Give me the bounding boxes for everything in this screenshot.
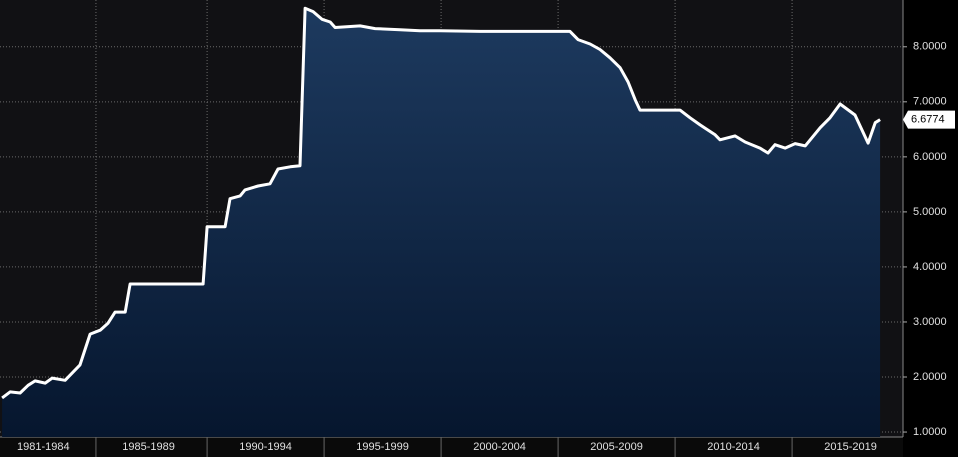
y-tick-label: 7.0000 bbox=[913, 96, 947, 108]
y-tick-label: 6.0000 bbox=[913, 151, 947, 163]
last-value-box bbox=[903, 110, 955, 129]
y-tick-label: 2.0000 bbox=[913, 371, 947, 383]
line bbox=[1, 6, 881, 400]
x-tick-label: 2005-2009 bbox=[590, 441, 643, 453]
y-tick-label: 1.0000 bbox=[913, 426, 947, 438]
y-tick-label: 3.0000 bbox=[913, 316, 947, 328]
x-axis-band bbox=[0, 437, 903, 457]
x-tick-label: 1995-1999 bbox=[356, 441, 409, 453]
x-tick-label: 1981-1984 bbox=[17, 441, 70, 453]
y-tick-label: 5.0000 bbox=[913, 206, 947, 218]
x-tick-label: 2010-2014 bbox=[707, 441, 760, 453]
area bbox=[2, 8, 881, 438]
x-tick-label: 2000-2004 bbox=[473, 441, 526, 453]
y-tick-label: 8.0000 bbox=[913, 41, 947, 53]
y-tick-label: 4.0000 bbox=[913, 261, 947, 273]
x-tick-label: 2015-2019 bbox=[824, 441, 877, 453]
x-tick-label: 1985-1989 bbox=[122, 441, 175, 453]
x-tick-label: 1990-1994 bbox=[239, 441, 292, 453]
last-value-label: 6.6774 bbox=[911, 113, 945, 125]
